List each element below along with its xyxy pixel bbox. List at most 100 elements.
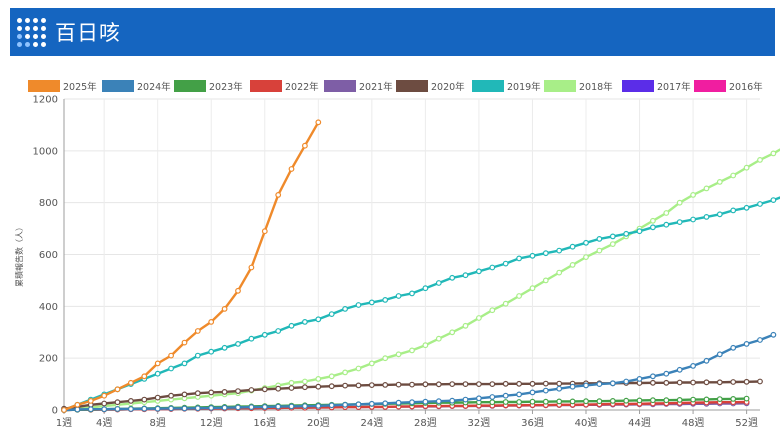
data-point <box>275 385 282 392</box>
data-point <box>676 366 683 373</box>
chart-series <box>61 119 780 413</box>
data-point <box>315 383 322 390</box>
data-point <box>716 351 723 358</box>
data-point <box>583 382 589 389</box>
data-point <box>569 383 576 390</box>
data-point <box>368 299 375 306</box>
data-point <box>154 360 161 367</box>
data-point <box>181 391 188 398</box>
data-point <box>395 293 402 299</box>
x-tick-label: 48週 <box>682 417 705 429</box>
data-point <box>556 380 563 387</box>
data-point <box>288 166 295 172</box>
data-point <box>422 381 429 388</box>
data-point <box>422 285 429 292</box>
legend-swatch <box>396 80 428 92</box>
data-point <box>288 385 295 391</box>
data-point <box>235 341 241 347</box>
data-point <box>141 405 148 412</box>
data-point <box>288 403 295 410</box>
y-tick-label: 600 <box>39 250 58 261</box>
data-point <box>489 394 496 400</box>
data-point <box>208 319 215 325</box>
data-point <box>101 406 108 413</box>
legend-label: 2018年 <box>579 81 613 93</box>
data-point <box>770 150 777 157</box>
data-point <box>409 399 415 406</box>
data-point <box>516 255 522 262</box>
data-point <box>288 322 295 329</box>
data-point <box>449 329 456 336</box>
data-point <box>542 380 549 387</box>
page-title: 百日咳 <box>55 21 121 45</box>
data-point <box>569 243 576 250</box>
x-tick-label: 4週 <box>96 417 112 429</box>
data-point <box>395 351 402 358</box>
data-point <box>409 381 415 388</box>
x-tick-label: 40週 <box>575 417 598 429</box>
x-tick-label: 36週 <box>521 417 544 429</box>
data-point <box>556 269 563 276</box>
legend-label: 2023年 <box>209 81 243 93</box>
legend-label: 2022年 <box>285 81 319 93</box>
y-tick-label: 0 <box>52 406 58 417</box>
data-point <box>676 379 683 386</box>
data-point <box>355 401 362 408</box>
data-point <box>476 381 482 388</box>
data-point <box>690 216 696 223</box>
data-point <box>342 382 349 389</box>
data-point <box>650 217 656 224</box>
data-point <box>409 290 415 297</box>
data-point <box>609 380 616 387</box>
y-tick-label: 200 <box>39 354 58 365</box>
x-tick-label: 28週 <box>414 417 437 429</box>
data-point <box>154 394 161 401</box>
data-point <box>757 337 763 343</box>
data-point <box>636 397 643 404</box>
data-point <box>462 272 469 279</box>
data-point <box>168 352 175 359</box>
data-point <box>194 405 201 412</box>
data-point <box>288 379 295 386</box>
data-point <box>302 378 308 385</box>
data-point <box>449 381 456 388</box>
data-point <box>328 383 335 390</box>
data-point <box>569 398 576 405</box>
data-point <box>342 401 349 408</box>
legend-swatch <box>472 80 504 92</box>
data-point <box>596 247 603 254</box>
data-point <box>636 376 643 382</box>
x-tick-label: 44週 <box>628 417 651 429</box>
data-point <box>703 379 710 386</box>
data-point <box>382 400 389 407</box>
data-point <box>489 399 496 406</box>
data-point <box>74 401 81 408</box>
data-point <box>770 197 777 204</box>
legend-label: 2024年 <box>137 81 171 93</box>
data-point <box>462 396 469 403</box>
data-point <box>368 360 375 367</box>
data-point <box>529 252 536 259</box>
data-point <box>422 398 429 405</box>
data-point <box>690 363 696 369</box>
y-axis-label: 累積報告数（人） <box>14 223 24 287</box>
data-point <box>663 397 670 404</box>
data-point <box>690 396 696 403</box>
data-point <box>235 388 241 395</box>
chart-legend: 2025年 2024年 2023年 2022年 2021年 2020年 2019年 2018年… <box>28 80 763 93</box>
data-point <box>757 378 763 385</box>
data-point <box>315 403 322 409</box>
data-point <box>676 199 683 206</box>
data-point <box>489 381 496 388</box>
data-point <box>395 381 402 388</box>
legend-swatch <box>544 80 576 92</box>
data-point <box>730 379 737 385</box>
data-point <box>542 250 549 257</box>
data-point <box>261 404 268 410</box>
data-point <box>730 344 737 351</box>
data-point <box>302 319 308 325</box>
data-point <box>569 262 576 268</box>
data-point <box>502 392 509 399</box>
chart-grid <box>63 98 760 411</box>
x-tick-label: 1週 <box>56 417 72 429</box>
